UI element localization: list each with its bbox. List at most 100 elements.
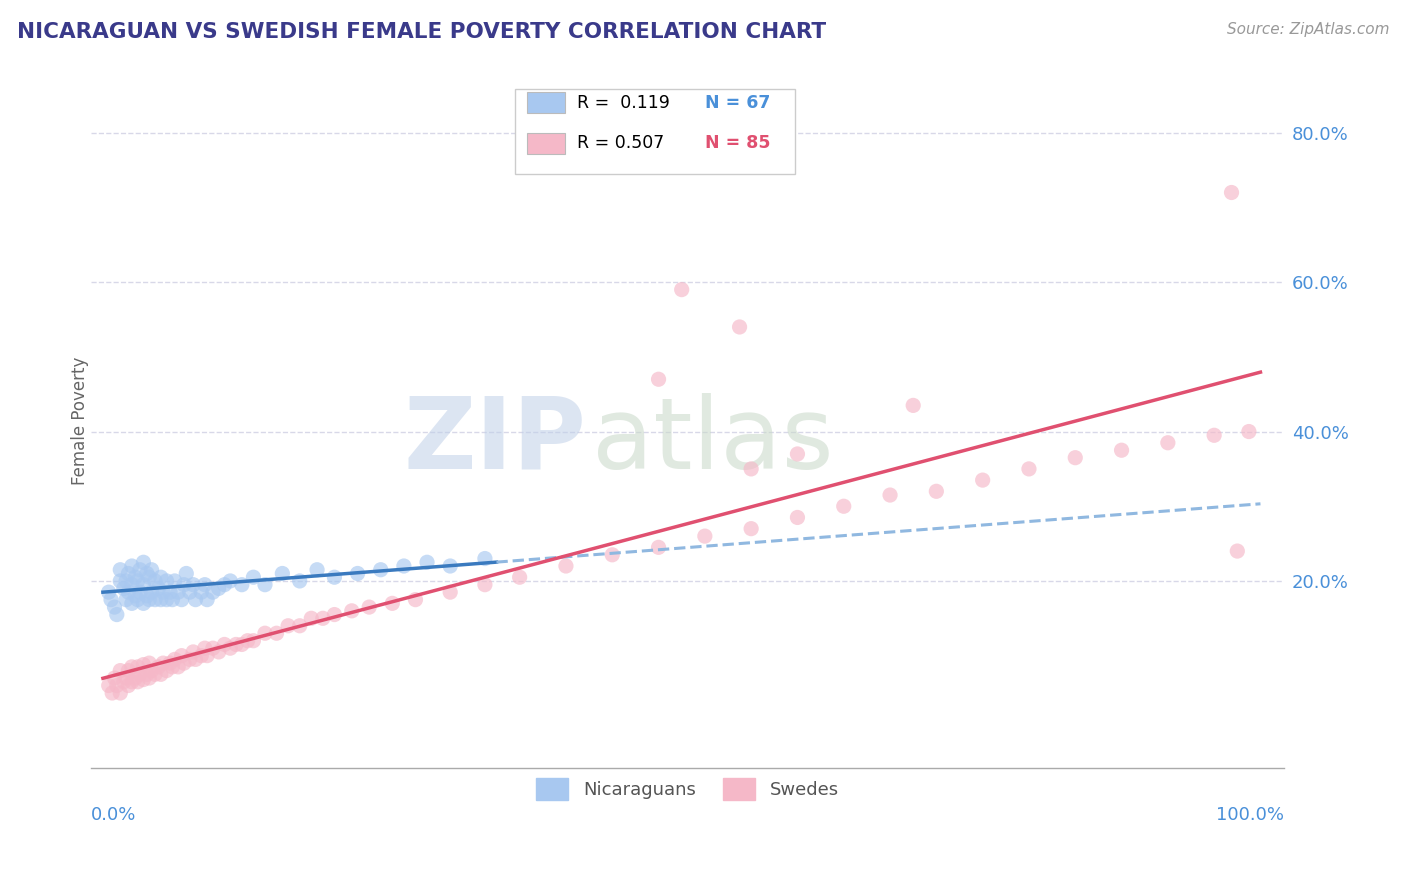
Point — [195, 648, 218, 663]
Point — [112, 674, 135, 689]
Point — [115, 574, 138, 588]
Point — [242, 633, 264, 648]
Point — [903, 398, 925, 412]
Point — [184, 652, 207, 666]
Point — [148, 582, 170, 596]
Point — [121, 559, 143, 574]
Point — [253, 626, 276, 640]
Point — [163, 574, 186, 588]
Point — [110, 686, 132, 700]
Point — [127, 660, 149, 674]
Point — [474, 551, 496, 566]
Point — [159, 585, 181, 599]
Point — [141, 563, 163, 577]
Point — [181, 577, 204, 591]
Point — [392, 559, 415, 574]
Point — [117, 664, 139, 678]
Point — [152, 585, 174, 599]
Point — [105, 607, 128, 622]
Point — [127, 592, 149, 607]
Point — [174, 566, 197, 581]
Point — [170, 592, 193, 607]
Point — [201, 585, 224, 599]
Point — [135, 566, 157, 581]
Point — [110, 563, 132, 577]
Point — [124, 589, 146, 603]
Point — [555, 559, 578, 574]
Text: atlas: atlas — [592, 392, 834, 490]
Point — [135, 667, 157, 681]
Point — [225, 637, 247, 651]
Point — [138, 592, 160, 607]
Point — [474, 577, 496, 591]
Point — [346, 566, 368, 581]
Text: NICARAGUAN VS SWEDISH FEMALE POVERTY CORRELATION CHART: NICARAGUAN VS SWEDISH FEMALE POVERTY COR… — [17, 22, 825, 42]
Point — [132, 555, 155, 569]
Point — [124, 570, 146, 584]
Point — [381, 596, 404, 610]
Point — [110, 574, 132, 588]
Point — [155, 574, 177, 588]
Point — [266, 626, 288, 640]
Point — [132, 673, 155, 687]
Point — [115, 592, 138, 607]
Point — [117, 566, 139, 581]
Point — [340, 604, 363, 618]
Point — [138, 570, 160, 584]
Point — [288, 574, 311, 588]
Point — [370, 563, 392, 577]
Point — [786, 447, 808, 461]
Point — [97, 585, 120, 599]
Point — [97, 679, 120, 693]
Point — [879, 488, 901, 502]
Point — [135, 589, 157, 603]
Text: Source: ZipAtlas.com: Source: ZipAtlas.com — [1226, 22, 1389, 37]
Text: 100.0%: 100.0% — [1216, 805, 1284, 824]
Point — [138, 671, 160, 685]
Point — [1064, 450, 1087, 465]
Point — [121, 596, 143, 610]
Point — [148, 660, 170, 674]
Point — [194, 577, 217, 591]
FancyBboxPatch shape — [515, 89, 794, 174]
Point — [271, 566, 294, 581]
Point — [299, 611, 322, 625]
Point — [972, 473, 994, 487]
Point — [236, 633, 259, 648]
Point — [110, 664, 132, 678]
Point — [509, 570, 531, 584]
Point — [219, 574, 242, 588]
Point — [1220, 186, 1243, 200]
Text: R =  0.119: R = 0.119 — [576, 94, 669, 112]
Point — [740, 462, 762, 476]
Point — [127, 674, 149, 689]
Point — [155, 592, 177, 607]
Point — [231, 577, 253, 591]
Point — [288, 619, 311, 633]
Point — [416, 555, 439, 569]
Point — [925, 484, 948, 499]
Point — [208, 582, 231, 596]
Point — [1018, 462, 1040, 476]
Point — [163, 652, 186, 666]
Point — [121, 660, 143, 674]
Point — [173, 577, 195, 591]
Point — [129, 563, 152, 577]
Point — [307, 563, 329, 577]
Point — [323, 570, 346, 584]
Point — [728, 320, 751, 334]
Point — [1111, 443, 1133, 458]
Text: ZIP: ZIP — [404, 392, 586, 490]
Point — [117, 585, 139, 599]
Point — [1204, 428, 1226, 442]
Point — [143, 592, 166, 607]
Point — [208, 645, 231, 659]
Point — [179, 652, 201, 666]
FancyBboxPatch shape — [526, 133, 565, 153]
Point — [132, 577, 155, 591]
Point — [170, 648, 193, 663]
Point — [162, 660, 184, 674]
Point — [647, 372, 669, 386]
Point — [323, 607, 346, 622]
Point — [231, 637, 253, 651]
